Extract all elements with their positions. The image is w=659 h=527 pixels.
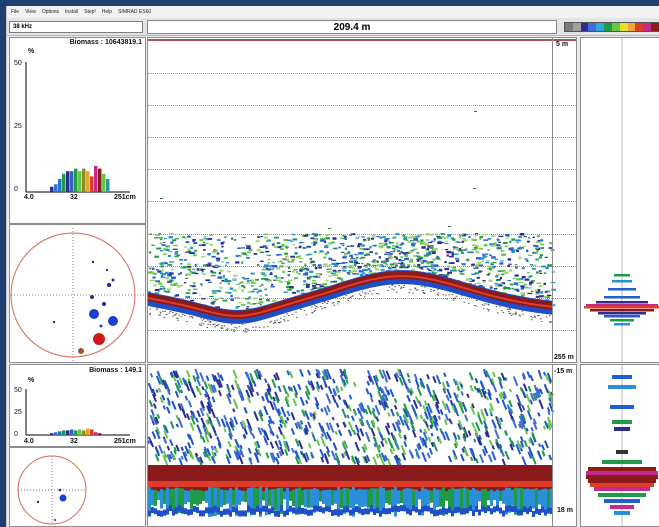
histogram-bar [74, 168, 78, 192]
upper-xtick-max: 251cm [114, 194, 136, 201]
upper-xtick-mid: 32 [70, 194, 78, 201]
lower-ytick-25: 25 [14, 409, 22, 416]
palette-swatch [619, 23, 628, 31]
lower-size-histogram-panel: Biomass : 149.1 % 50 25 0 4.0 32 251cm [9, 364, 146, 447]
lower-xtick-min: 4.0 [24, 438, 34, 445]
histogram-bar [98, 168, 102, 192]
histogram-bar [90, 176, 94, 192]
lower-echogram[interactable]: -15 m 18 m [147, 364, 577, 527]
histogram-bar [94, 166, 98, 192]
histogram-bar [82, 430, 86, 435]
histogram-bar [90, 429, 94, 435]
palette-swatch [572, 23, 581, 31]
histogram-bar [50, 186, 54, 192]
depth-readout: 209.4 m [147, 20, 557, 34]
menu-install[interactable]: Install [65, 9, 79, 15]
echosounder-window: File View Options Install Step! Help SIM… [6, 6, 659, 527]
upper-size-histogram-panel: Biomass : 10643819.1 % 50 25 0 4.0 32 25… [9, 37, 146, 224]
frequency-selector[interactable]: 38 kHz [9, 21, 143, 33]
histogram-bar [70, 171, 74, 192]
histogram-bar [58, 431, 62, 435]
lower-xtick-mid: 32 [70, 438, 78, 445]
histogram-bar [82, 168, 86, 192]
palette-swatch [611, 23, 620, 31]
menu-simrad[interactable]: SIMRAD ES60 [118, 9, 152, 15]
lower-percent-label: % [28, 377, 35, 384]
menu-file[interactable]: File [11, 9, 20, 15]
histogram-bar [54, 432, 58, 435]
lower-depth-bottom: 18 m [557, 507, 573, 514]
upper-ping-profile [580, 37, 659, 363]
color-palette [564, 22, 659, 32]
upper-target-position-panel [9, 224, 146, 363]
upper-ping-graph [584, 38, 659, 362]
histogram-bar [66, 430, 70, 435]
histogram-bar [78, 429, 82, 435]
palette-swatch [588, 23, 597, 31]
menu-view[interactable]: View [25, 9, 36, 15]
lower-histogram-chart [25, 389, 130, 436]
histogram-bar [86, 171, 90, 192]
lower-echogram-image [148, 368, 554, 517]
lower-ping-graph [586, 365, 658, 526]
palette-swatch [580, 23, 589, 31]
lower-ping-profile [580, 364, 659, 527]
menu-step[interactable]: Step! [84, 9, 96, 15]
palette-swatch [596, 23, 605, 31]
menu-help[interactable]: Help [101, 9, 113, 15]
palette-swatch [643, 23, 652, 31]
palette-swatch [651, 23, 659, 31]
lower-target-circle [17, 455, 87, 525]
upper-target-circle [10, 228, 145, 362]
lower-ytick-0: 0 [14, 431, 18, 438]
palette-swatch [627, 23, 636, 31]
histogram-bar [94, 432, 98, 435]
upper-histogram-chart [25, 62, 130, 193]
menu-options[interactable]: Options [41, 9, 60, 15]
upper-percent-label: % [28, 48, 35, 55]
upper-echogram-image [148, 39, 576, 333]
upper-echogram[interactable]: 5 m 255 m [147, 37, 577, 363]
upper-depth-top: 5 m [556, 41, 569, 48]
palette-swatch [635, 23, 644, 31]
histogram-bar [50, 433, 54, 435]
histogram-bar [86, 428, 90, 435]
upper-ytick-0: 0 [14, 186, 18, 193]
histogram-bar [58, 179, 62, 192]
lower-xtick-max: 251cm [114, 438, 136, 445]
histogram-bar [106, 179, 110, 192]
lower-biomass-label: Biomass : 149.1 [89, 367, 142, 374]
menu-bar: File View Options Install Step! Help SIM… [7, 6, 659, 18]
histogram-bar [98, 433, 102, 435]
histogram-bar [70, 429, 74, 435]
lower-target-position-panel [9, 447, 146, 527]
histogram-bar [78, 171, 82, 192]
histogram-bar [74, 430, 78, 435]
upper-xtick-min: 4.0 [24, 194, 34, 201]
palette-swatch [604, 23, 612, 31]
palette-swatch [565, 23, 573, 31]
upper-biomass-label: Biomass : 10643819.1 [69, 39, 142, 46]
lower-depth-top: -15 m [554, 368, 573, 375]
histogram-bar [54, 184, 58, 192]
lower-ytick-50: 50 [14, 387, 22, 394]
histogram-bar [66, 171, 70, 192]
upper-ytick-25: 25 [14, 123, 22, 130]
histogram-bar [62, 430, 66, 435]
upper-ytick-50: 50 [14, 60, 22, 67]
upper-depth-bottom: 255 m [554, 354, 574, 361]
histogram-bar [62, 173, 66, 192]
toolbar: 38 kHz 209.4 m [7, 18, 659, 36]
histogram-bar [102, 173, 106, 192]
